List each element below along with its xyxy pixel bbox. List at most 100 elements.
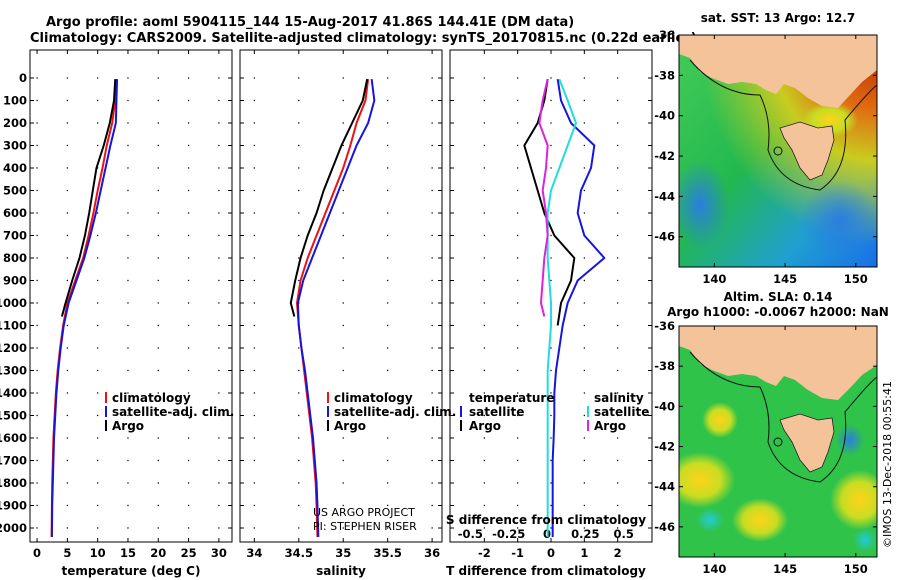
grid-dot bbox=[157, 414, 159, 417]
pi-credit: PI: STEPHEN RISER bbox=[313, 520, 417, 533]
grid-dot bbox=[550, 414, 552, 417]
grid-dot bbox=[96, 437, 99, 439]
temperature-xlabel: temperature (deg C) bbox=[62, 564, 201, 578]
grid-dot bbox=[483, 392, 486, 394]
x-tick-label: 0 bbox=[33, 546, 41, 560]
grid-dot bbox=[218, 234, 220, 237]
x-tick-label: 0 bbox=[547, 546, 555, 560]
grid-dot bbox=[127, 324, 129, 327]
grid-dot bbox=[157, 144, 159, 147]
grid-dot bbox=[96, 324, 99, 327]
grid-dot bbox=[550, 392, 552, 394]
grid-dot bbox=[253, 527, 256, 529]
depth-tick-label: 700 bbox=[3, 229, 27, 243]
grid-dot bbox=[516, 392, 519, 394]
legend-label-satellite: satellite-adj. clim. bbox=[112, 405, 234, 419]
grid-dot bbox=[253, 279, 256, 282]
depth-tick-label: 900 bbox=[3, 274, 27, 288]
grid-dot bbox=[431, 234, 433, 237]
x-tick-label: -2 bbox=[478, 546, 491, 560]
grid-dot bbox=[218, 257, 220, 259]
grid-dot bbox=[127, 482, 129, 484]
grid-dot bbox=[298, 212, 300, 214]
grid-dot bbox=[431, 167, 433, 169]
grid-dot bbox=[298, 189, 300, 192]
grid-dot bbox=[36, 437, 38, 439]
depth-ticks: 0 100 200 300 400 500 600 700 800 900 1000 1100 1200… bbox=[0, 71, 652, 535]
grid-dot bbox=[583, 527, 586, 529]
sla-map-ticks: -36 -38 -40 -42 -44 -46 140 145 150 bbox=[654, 319, 877, 576]
salinity-legend: climatology satellite-adj. clim. Argo bbox=[327, 391, 456, 433]
depth-tick-label: 500 bbox=[3, 184, 27, 198]
lon-tick-label: 140 bbox=[702, 272, 726, 286]
grid-dot bbox=[157, 459, 159, 462]
grid-dot bbox=[157, 234, 159, 237]
grid-dot bbox=[431, 212, 433, 214]
grid-dot bbox=[386, 414, 389, 417]
depth-tick-label: 0 bbox=[19, 71, 27, 85]
grid-dot bbox=[218, 122, 220, 124]
x-ticks: 0 5 10 15 20 25 30 34 34.5 35 35.5 36 -2 -1 0 1 2 -0.5 -0.… bbox=[33, 50, 634, 560]
grid-dot bbox=[483, 77, 486, 79]
grid-dot bbox=[187, 459, 190, 462]
grid-dot bbox=[298, 482, 300, 484]
lat-tick-label: -40 bbox=[654, 399, 675, 413]
sla-map-subtitle: Argo h1000: -0.0067 h2000: NaN bbox=[667, 305, 889, 319]
grid-dot bbox=[298, 347, 300, 349]
grid-dot bbox=[342, 99, 344, 102]
series-line-climatology bbox=[296, 79, 370, 538]
grid-dot bbox=[431, 482, 433, 484]
grid-dot bbox=[66, 234, 69, 237]
grid-dot bbox=[187, 234, 190, 237]
grid-dot bbox=[583, 257, 586, 259]
x-tick-label: 10 bbox=[90, 546, 106, 560]
grid-dot bbox=[583, 122, 586, 124]
x-tick-label: 35.5 bbox=[373, 546, 401, 560]
grid-dot bbox=[66, 459, 69, 462]
legend-title-salinity: salinity bbox=[594, 391, 644, 405]
grid-dot bbox=[298, 369, 300, 372]
grid-dot bbox=[386, 369, 389, 372]
grid-dot bbox=[616, 414, 619, 417]
series-line-salinity-satellite bbox=[546, 78, 577, 537]
grid-dot bbox=[187, 347, 190, 349]
grid-dot bbox=[386, 527, 389, 529]
grid-dot bbox=[483, 302, 486, 304]
grid-dot bbox=[298, 122, 300, 124]
grid-dot bbox=[66, 257, 69, 259]
grid-dot bbox=[583, 459, 586, 462]
x-tick-label: -1 bbox=[511, 546, 524, 560]
lat-tick-label: -46 bbox=[654, 230, 675, 244]
grid-dot bbox=[516, 279, 519, 282]
grid-dot bbox=[342, 437, 344, 439]
grid-dot bbox=[66, 527, 69, 529]
legend-title-temperature: temperature bbox=[469, 391, 554, 405]
grid-dot bbox=[516, 144, 519, 147]
grid-dot bbox=[253, 77, 256, 79]
grid-dot bbox=[127, 212, 129, 214]
grid-dot bbox=[431, 144, 433, 147]
x-tick-label: 5 bbox=[63, 546, 71, 560]
grid-dot bbox=[218, 527, 220, 529]
grid-dot bbox=[298, 279, 300, 282]
grid-dot bbox=[431, 189, 433, 192]
depth-tick-label: 1600 bbox=[0, 431, 27, 445]
grid-dot bbox=[187, 437, 190, 439]
x-tick-label: 36 bbox=[424, 546, 440, 560]
grid-dot bbox=[583, 324, 586, 327]
grid-dot bbox=[431, 504, 433, 507]
grid-dot bbox=[218, 77, 220, 79]
title-line-2: Climatology: CARS2009. Satellite-adjuste… bbox=[30, 31, 697, 46]
grid-dot bbox=[583, 302, 586, 304]
grid-dot bbox=[298, 459, 300, 462]
difference-legend: temperature satellite Argo salinity sate… bbox=[460, 391, 649, 433]
grid-dot bbox=[583, 279, 586, 282]
grid-dot bbox=[96, 527, 99, 529]
series-line-satellite-adj-clim- bbox=[296, 79, 376, 538]
grid-dot bbox=[386, 324, 389, 327]
grid-dot bbox=[342, 77, 344, 79]
grid-dot bbox=[483, 482, 486, 484]
grid-dot bbox=[550, 167, 552, 169]
grid-dot bbox=[96, 347, 99, 349]
grid-dot bbox=[483, 347, 486, 349]
